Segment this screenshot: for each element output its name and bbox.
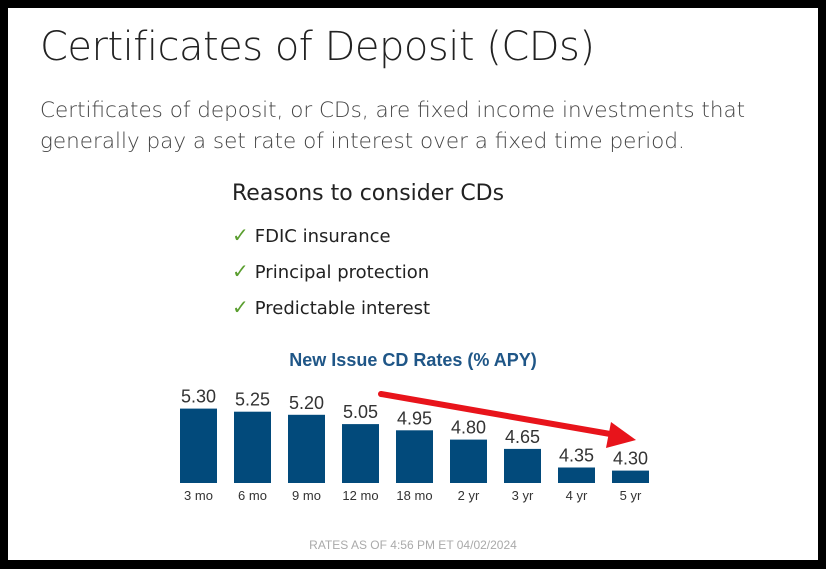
bar <box>558 467 595 483</box>
intro-text: Certificates of deposit, or CDs, are fix… <box>40 98 746 154</box>
category-label: 3 yr <box>512 488 534 503</box>
checkmark-icon: ✓ <box>232 295 249 319</box>
data-label: 4.65 <box>505 427 540 447</box>
category-label: 6 mo <box>238 488 267 503</box>
bar <box>342 424 379 483</box>
reason-label: Principal protection <box>254 262 430 283</box>
bar <box>234 411 271 483</box>
reason-label: Predictable interest <box>254 298 431 319</box>
checkmark-icon: ✓ <box>232 223 249 247</box>
data-label: 5.20 <box>289 393 324 413</box>
bar <box>180 408 217 483</box>
bar <box>288 414 325 483</box>
bar <box>396 430 433 483</box>
data-label: 4.30 <box>613 449 648 469</box>
trend-arrow-shaft <box>378 391 619 438</box>
category-label: 2 yr <box>458 488 480 503</box>
category-label: 9 mo <box>292 488 321 503</box>
reason-label: FDIC insurance <box>254 226 391 247</box>
reason-item: ✓ FDIC insurance <box>232 223 391 247</box>
category-label: 3 mo <box>184 488 213 503</box>
category-label: 5 yr <box>620 488 642 503</box>
bar <box>612 470 649 483</box>
bar-chart: 5.30 3 mo 5.25 6 mo 5.20 9 mo 5.05 12 mo 4.95 18 … <box>180 387 649 503</box>
checkmark-icon: ✓ <box>232 259 249 283</box>
chart-title: New Issue CD Rates (% APY) <box>289 350 537 370</box>
cd-info-panel: Certificates of Deposit (CDs) Certificat… <box>8 8 818 560</box>
reason-item: ✓ Principal protection <box>232 259 429 283</box>
data-label: 5.30 <box>181 387 216 407</box>
data-label: 4.95 <box>397 408 432 428</box>
reason-item: ✓ Predictable interest <box>232 295 430 319</box>
category-label: 18 mo <box>396 488 432 503</box>
category-label: 4 yr <box>566 488 588 503</box>
rates-timestamp: RATES AS OF 4:56 PM ET 04/02/2024 <box>309 538 517 552</box>
reasons-heading: Reasons to consider CDs <box>232 181 505 206</box>
data-label: 4.80 <box>451 418 486 438</box>
category-label: 12 mo <box>342 488 378 503</box>
page-title: Certificates of Deposit (CDs) <box>40 24 595 70</box>
trend-arrow-head-icon <box>606 422 636 448</box>
data-label: 4.35 <box>559 446 594 466</box>
bar <box>504 448 541 483</box>
bar <box>450 439 487 483</box>
data-label: 5.05 <box>343 402 378 422</box>
data-label: 5.25 <box>235 390 270 410</box>
